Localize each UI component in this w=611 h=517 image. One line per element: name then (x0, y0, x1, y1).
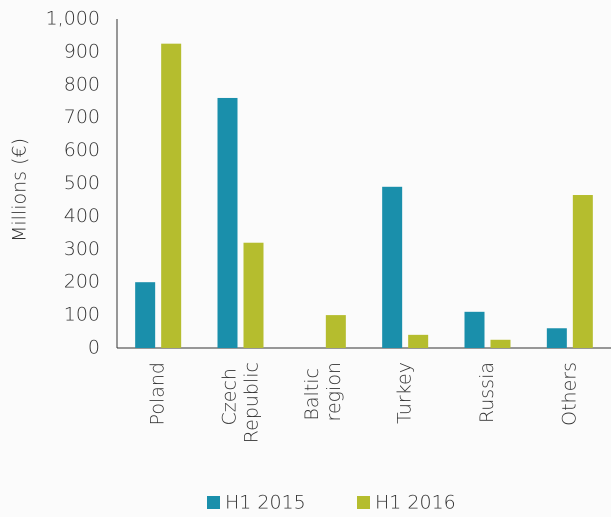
x-tick-label: Turkey (394, 362, 416, 424)
bar (546, 328, 567, 348)
bar (135, 282, 156, 348)
bar (325, 315, 346, 348)
legend-swatch (357, 496, 370, 509)
x-tick-label: Russia (476, 362, 498, 423)
x-tick-label: Baltic region (300, 362, 344, 421)
bar (161, 43, 182, 349)
y-tick-label: 500 (64, 172, 100, 194)
legend-label: H1 2016 (375, 492, 456, 514)
y-tick-label: 700 (64, 106, 100, 128)
y-axis-label: Millions (€) (9, 138, 31, 242)
y-tick-label: 1,000 (46, 8, 100, 30)
y-tick-label: 200 (64, 271, 100, 293)
x-tick-label: Poland (147, 362, 169, 425)
bar (217, 97, 238, 349)
x-tick-label: Czech Republic (218, 362, 262, 443)
legend-swatch (207, 496, 220, 509)
bar (408, 334, 429, 348)
bar (572, 195, 593, 348)
bar (243, 242, 264, 348)
y-tick-label: 300 (64, 238, 100, 260)
bar (464, 311, 485, 348)
legend-label: H1 2015 (225, 492, 306, 514)
y-tick-label: 600 (64, 139, 100, 161)
bar (490, 339, 511, 348)
y-tick-label: 800 (64, 73, 100, 95)
x-tick-label: Others (558, 362, 580, 426)
y-tick-label: 400 (64, 205, 100, 227)
y-tick-label: 900 (64, 40, 100, 62)
bar (382, 186, 403, 348)
y-tick-label: 0 (88, 337, 100, 359)
y-tick-label: 100 (64, 304, 100, 326)
